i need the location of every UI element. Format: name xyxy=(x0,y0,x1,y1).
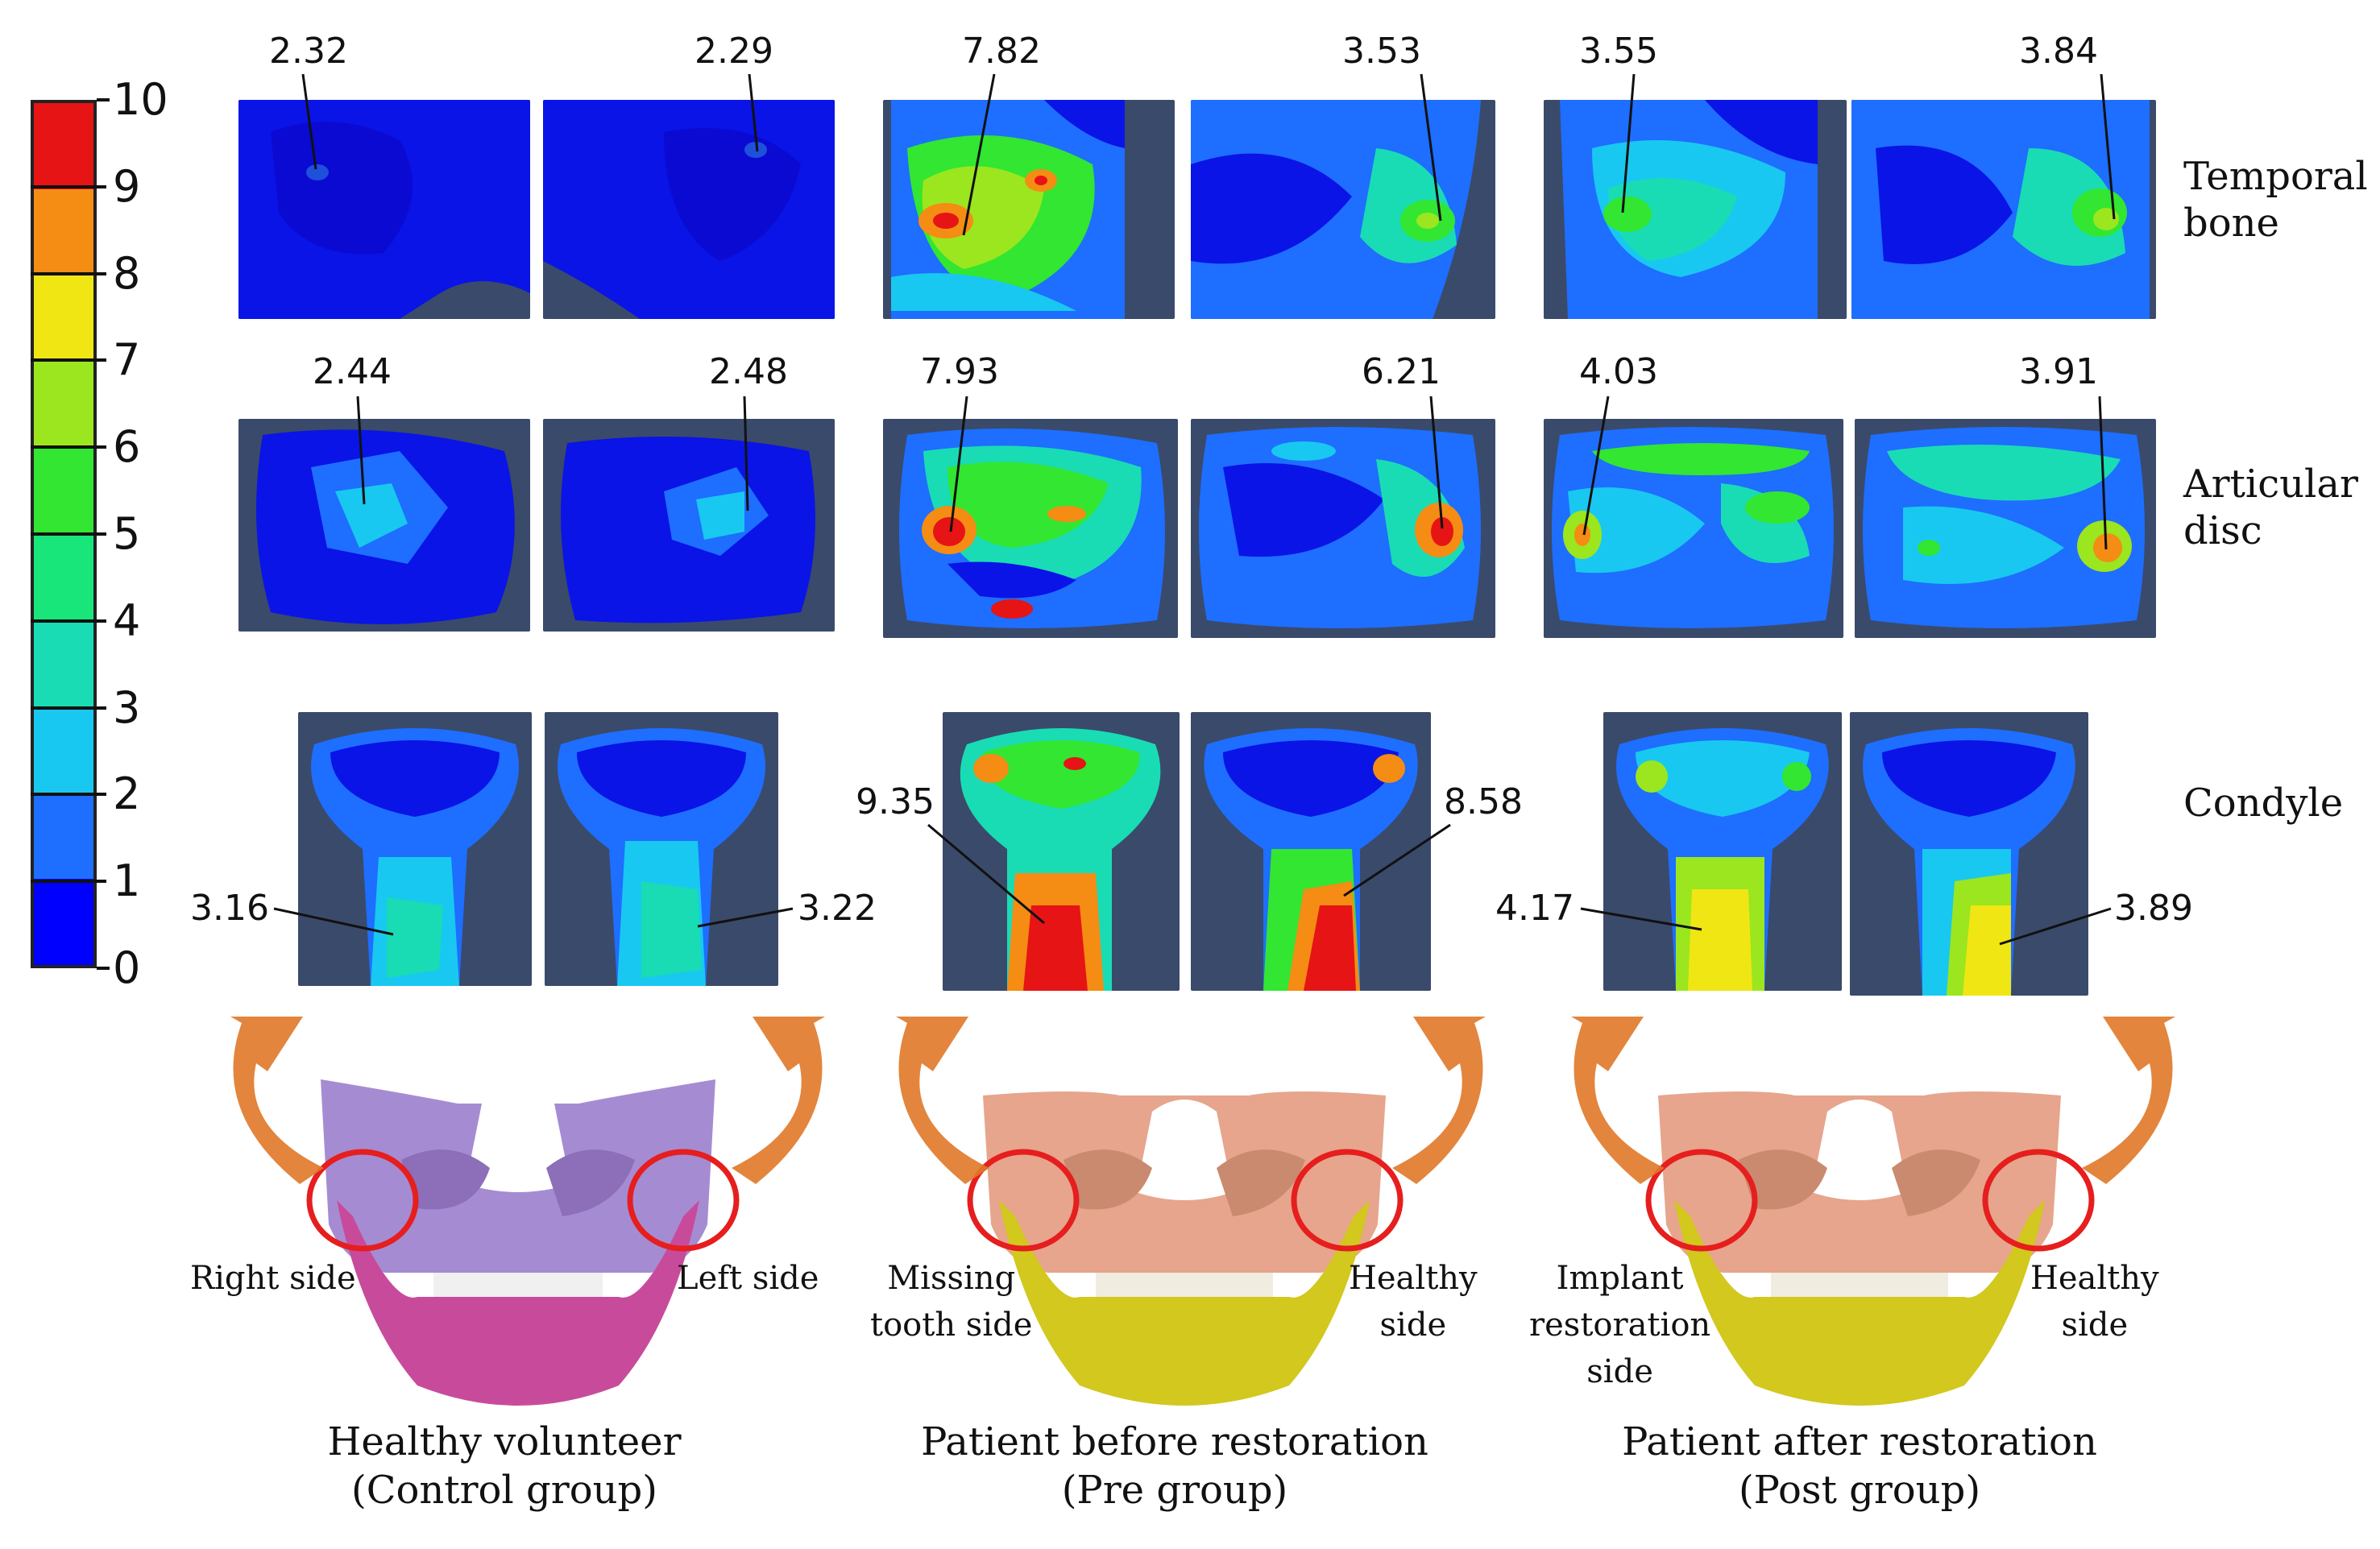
condyle-control-left-panel xyxy=(545,712,778,986)
colorbar-divider xyxy=(31,271,106,275)
articular-disc-control-left-panel xyxy=(543,419,835,632)
condyle-post-implant-panel xyxy=(1603,712,1842,991)
colorbar-tick xyxy=(97,98,110,101)
temporal-bone-pre-missing-panel xyxy=(883,100,1175,319)
row-label-temporal-bone: Temporal bone xyxy=(2183,154,2368,246)
colorbar-tick-label: 1 xyxy=(113,855,141,907)
value-disc-post-implant: 4.03 xyxy=(1579,351,1658,392)
value-condyle-pre-healthy: 8.58 xyxy=(1444,781,1523,822)
colorbar-divider xyxy=(31,184,106,188)
side-label-pre-missing: Missing tooth side xyxy=(870,1260,1033,1344)
skull-control xyxy=(313,1079,724,1418)
colorbar-divider xyxy=(31,793,106,797)
condyle-control-right-panel xyxy=(298,712,532,986)
value-disc-control-right: 2.44 xyxy=(313,351,392,392)
arrow-pre-healthy xyxy=(1392,1017,1486,1184)
arrow-post-healthy xyxy=(2082,1017,2175,1184)
colorbar-tick-label: 4 xyxy=(113,594,141,646)
colorbar-tick-label: 10 xyxy=(113,74,168,125)
articular-disc-pre-healthy-panel xyxy=(1191,419,1495,638)
colorbar-tick-label: 5 xyxy=(113,508,141,559)
temporal-bone-post-implant-panel xyxy=(1544,100,1847,319)
colorbar-divider xyxy=(31,445,106,449)
colorbar-tick-label: 8 xyxy=(113,247,141,299)
row-label-condyle: Condyle xyxy=(2183,781,2344,826)
group-label-post: Patient after restoration (Post group) xyxy=(1622,1419,2097,1513)
temporal-bone-control-right-panel xyxy=(238,100,530,319)
colorbar-tick-label: 0 xyxy=(113,942,141,993)
value-temporal-pre-missing: 7.82 xyxy=(962,31,1041,72)
value-disc-post-healthy: 3.91 xyxy=(2019,351,2098,392)
value-condyle-pre-missing: 9.35 xyxy=(856,781,935,822)
articular-disc-post-implant-panel xyxy=(1544,419,1843,638)
colorbar-divider xyxy=(31,532,106,536)
value-disc-pre-missing: 7.93 xyxy=(920,351,999,392)
skull-pre xyxy=(975,1079,1394,1418)
arrow-control-left xyxy=(732,1017,825,1184)
temporal-bone-post-healthy-panel xyxy=(1851,100,2156,319)
colorbar-tick-label: 2 xyxy=(113,768,141,820)
side-label-post-healthy: Healthy side xyxy=(2030,1260,2159,1344)
group-label-control: Healthy volunteer (Control group) xyxy=(327,1419,682,1513)
side-label-post-implant: Implant restoration side xyxy=(1529,1260,1711,1390)
colorbar-tick-label: 9 xyxy=(113,160,141,212)
condyle-post-healthy-panel xyxy=(1850,712,2088,996)
value-condyle-post-healthy: 3.89 xyxy=(2114,888,2193,929)
value-temporal-control-left: 2.29 xyxy=(695,31,773,72)
side-label-pre-healthy: Healthy side xyxy=(1349,1260,1478,1344)
value-condyle-post-implant: 4.17 xyxy=(1495,888,1574,929)
colorbar-divider xyxy=(31,358,106,362)
temporal-bone-control-left-panel xyxy=(543,100,835,319)
value-disc-pre-healthy: 6.21 xyxy=(1362,351,1441,392)
temporal-bone-pre-healthy-panel xyxy=(1191,100,1495,319)
articular-disc-post-healthy-panel xyxy=(1855,419,2156,638)
colorbar-tick xyxy=(97,967,110,970)
colorbar-divider xyxy=(31,880,106,884)
group-label-pre: Patient before restoration (Pre group) xyxy=(921,1419,1428,1513)
value-disc-control-left: 2.48 xyxy=(709,351,788,392)
condyle-pre-healthy-panel xyxy=(1191,712,1431,991)
arrow-control-right xyxy=(230,1017,324,1184)
value-temporal-post-implant: 3.55 xyxy=(1579,31,1658,72)
row-label-articular-disc: Articular disc xyxy=(2183,462,2358,553)
condyle-pre-missing-panel xyxy=(943,712,1180,991)
colorbar-divider xyxy=(31,706,106,710)
value-temporal-pre-healthy: 3.53 xyxy=(1342,31,1421,72)
value-condyle-control-right: 3.16 xyxy=(190,888,269,929)
side-label-control-left: Left side xyxy=(677,1260,819,1297)
side-label-control-right: Right side xyxy=(190,1260,356,1297)
colorbar-tick-label: 7 xyxy=(113,334,141,386)
value-temporal-control-right: 2.32 xyxy=(269,31,348,72)
colorbar-tick-label: 6 xyxy=(113,421,141,473)
value-temporal-post-healthy: 3.84 xyxy=(2019,31,2098,72)
value-condyle-control-left: 3.22 xyxy=(798,888,877,929)
skull-post xyxy=(1650,1079,2069,1418)
colorbar-divider xyxy=(31,619,106,623)
articular-disc-pre-missing-panel xyxy=(883,419,1178,638)
articular-disc-control-right-panel xyxy=(238,419,530,632)
colorbar-tick-label: 3 xyxy=(113,681,141,733)
